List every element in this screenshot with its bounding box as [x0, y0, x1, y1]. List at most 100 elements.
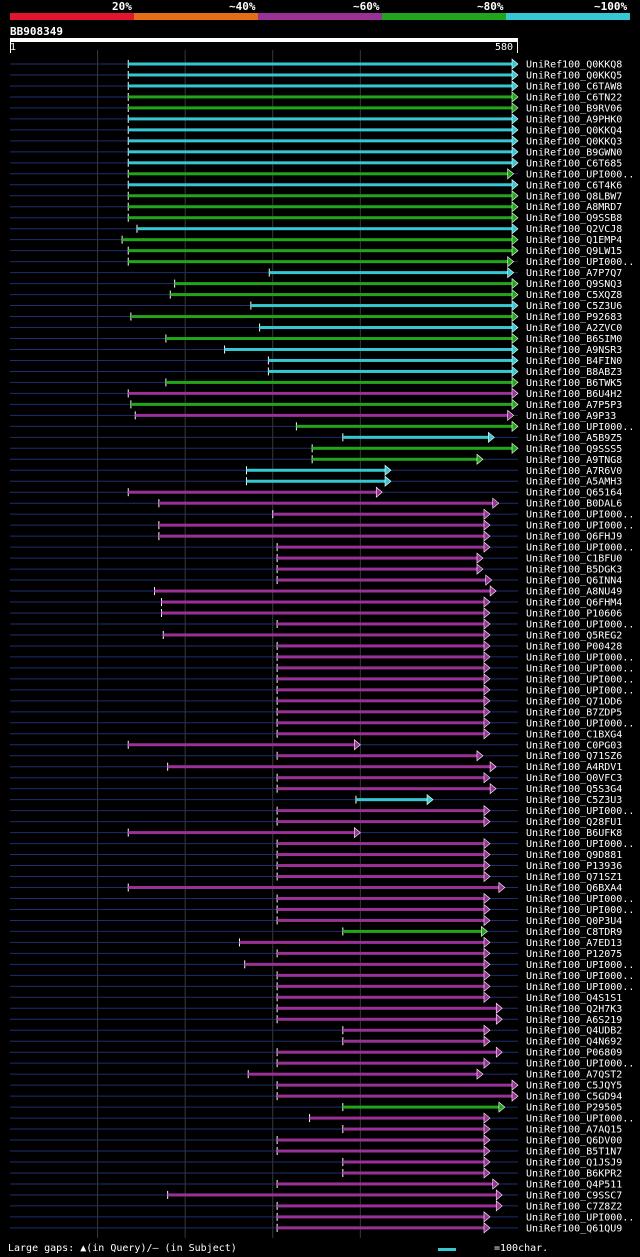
hit-bar[interactable] [342, 1028, 485, 1032]
hit-row[interactable]: UniRef100_Q4N692 [10, 1035, 622, 1048]
hit-label[interactable]: UniRef100_UPI000.. [526, 521, 634, 532]
hit-row[interactable]: UniRef100_C8TDR9 [10, 925, 622, 938]
hit-label[interactable]: UniRef100_Q6DV00 [526, 1136, 622, 1147]
hit-row[interactable]: UniRef100_B6KPR2 [10, 1167, 622, 1180]
hit-row[interactable]: UniRef100_Q2H7K3 [10, 1002, 622, 1015]
hit-row[interactable]: UniRef100_C5GD94 [10, 1090, 622, 1103]
hit-label[interactable]: UniRef100_UPI000.. [526, 718, 634, 729]
hit-row[interactable]: UniRef100_Q9SNQ3 [10, 277, 622, 291]
hit-bar[interactable] [128, 161, 513, 165]
hit-label[interactable]: UniRef100_Q1EMP4 [526, 235, 622, 246]
hit-row[interactable]: UniRef100_UPI000.. [10, 673, 634, 686]
hit-label[interactable]: UniRef100_A7QST2 [526, 1070, 622, 1081]
hit-row[interactable]: UniRef100_A8MRD7 [10, 201, 622, 214]
hit-row[interactable]: UniRef100_Q0KKQ5 [10, 69, 622, 82]
hit-row[interactable]: UniRef100_UPI000.. [10, 662, 634, 675]
hit-label[interactable]: UniRef100_Q4S1S1 [526, 993, 622, 1004]
hit-bar[interactable] [277, 721, 485, 725]
hit-row[interactable]: UniRef100_C9SSC7 [10, 1189, 622, 1202]
hit-label[interactable]: UniRef100_C8TDR9 [526, 927, 622, 938]
hit-label[interactable]: UniRef100_Q0KKQ3 [526, 136, 622, 147]
hit-label[interactable]: UniRef100_Q0VFC3 [526, 773, 622, 784]
hit-bar[interactable] [128, 95, 513, 99]
hit-bar[interactable] [165, 337, 513, 340]
hit-label[interactable]: UniRef100_Q9D881 [526, 850, 622, 861]
hit-bar[interactable] [277, 578, 487, 582]
hit-row[interactable]: UniRef100_C6T4K6 [10, 179, 622, 192]
hit-bar[interactable] [128, 886, 500, 889]
hit-label[interactable]: UniRef100_C6TAW8 [526, 81, 622, 92]
hit-label[interactable]: UniRef100_UPI000.. [526, 982, 634, 993]
hit-label[interactable]: UniRef100_A7AQ15 [526, 1125, 622, 1136]
hit-bar[interactable] [128, 128, 513, 132]
hit-label[interactable]: UniRef100_UPI000.. [526, 806, 634, 817]
hit-row[interactable]: UniRef100_Q8LBW7 [10, 190, 622, 203]
hit-bar[interactable] [277, 842, 485, 846]
hit-row[interactable]: UniRef100_A8NU49 [10, 585, 622, 598]
hit-label[interactable]: UniRef100_A7R6V0 [526, 466, 622, 477]
hit-row[interactable]: UniRef100_P10606 [10, 607, 622, 620]
hit-bar[interactable] [277, 567, 478, 571]
hit-bar[interactable] [277, 1204, 498, 1208]
hit-label[interactable]: UniRef100_B0DAL6 [526, 499, 622, 510]
hit-label[interactable]: UniRef100_C6TN22 [526, 92, 622, 103]
hit-label[interactable]: UniRef100_P92683 [526, 312, 622, 323]
hit-bar[interactable] [163, 633, 485, 637]
hit-row[interactable]: UniRef100_A7R6V0 [10, 464, 622, 477]
hit-label[interactable]: UniRef100_C7Z8Z2 [526, 1201, 622, 1212]
hit-bar[interactable] [309, 1116, 485, 1120]
hit-bar[interactable] [130, 402, 514, 406]
hit-bar[interactable] [174, 282, 514, 286]
hit-bar[interactable] [224, 347, 513, 351]
hit-bar[interactable] [312, 457, 478, 461]
hit-row[interactable]: UniRef100_Q71SZ6 [10, 750, 622, 763]
hit-bar[interactable] [248, 1072, 478, 1076]
hit-row[interactable]: UniRef100_P06809 [10, 1046, 622, 1059]
hit-row[interactable]: UniRef100_Q5S3G4 [10, 783, 622, 796]
hit-label[interactable]: UniRef100_UPI000.. [526, 905, 634, 916]
hit-label[interactable]: UniRef100_Q2VCJ8 [526, 224, 622, 235]
hit-label[interactable]: UniRef100_P10606 [526, 609, 622, 620]
hit-row[interactable]: UniRef100_Q4S1S1 [10, 991, 622, 1004]
hit-label[interactable]: UniRef100_UPI000.. [526, 971, 634, 982]
hit-bar[interactable] [296, 424, 513, 428]
hit-bar[interactable] [277, 896, 485, 900]
hit-label[interactable]: UniRef100_UPI000.. [526, 510, 634, 521]
hit-bar[interactable] [342, 1160, 485, 1164]
hit-bar[interactable] [161, 611, 485, 615]
hit-row[interactable]: UniRef100_Q0KKQ8 [10, 58, 622, 71]
hit-row[interactable]: UniRef100_C1BXG4 [10, 728, 622, 741]
hit-label[interactable]: UniRef100_Q0KKQ5 [526, 70, 622, 81]
hit-row[interactable]: UniRef100_Q1EMP4 [10, 234, 622, 247]
hit-row[interactable]: UniRef100_B6SIM0 [10, 332, 622, 346]
hit-row[interactable]: UniRef100_UPI000.. [10, 255, 634, 269]
hit-row[interactable]: UniRef100_C6TAW8 [10, 80, 622, 93]
hit-row[interactable]: UniRef100_Q0VFC3 [10, 772, 622, 785]
hit-label[interactable]: UniRef100_B4FIN0 [526, 356, 622, 367]
hit-bar[interactable] [277, 655, 485, 659]
hit-label[interactable]: UniRef100_A8NU49 [526, 587, 622, 598]
hit-bar[interactable] [277, 1050, 498, 1054]
hit-label[interactable]: UniRef100_A8MRD7 [526, 202, 622, 213]
hit-row[interactable]: UniRef100_A5AMH3 [10, 475, 622, 488]
hit-label[interactable]: UniRef100_Q5REG2 [526, 630, 622, 641]
hit-label[interactable]: UniRef100_Q4N692 [526, 1037, 622, 1048]
hit-bar[interactable] [128, 183, 513, 187]
hit-row[interactable]: UniRef100_A6S219 [10, 1013, 622, 1026]
hit-bar[interactable] [128, 260, 509, 264]
hit-bar[interactable] [128, 150, 513, 154]
hit-label[interactable]: UniRef100_C5XQZ8 [526, 290, 622, 301]
hit-row[interactable]: UniRef100_P29505 [10, 1101, 622, 1114]
hit-bar[interactable] [277, 984, 485, 988]
hit-row[interactable]: UniRef100_Q9SSB8 [10, 212, 622, 225]
hit-row[interactable]: UniRef100_UPI000.. [10, 1112, 634, 1125]
hit-label[interactable]: UniRef100_UPI000.. [526, 652, 634, 663]
hit-row[interactable]: UniRef100_UPI000.. [10, 519, 634, 532]
hit-row[interactable]: UniRef100_C0PG03 [10, 739, 622, 752]
hit-bar[interactable] [128, 831, 356, 835]
hit-label[interactable]: UniRef100_C6T685 [526, 158, 622, 169]
hit-bar[interactable] [128, 139, 513, 143]
hit-label[interactable]: UniRef100_UPI000.. [526, 1114, 634, 1125]
hit-bar[interactable] [277, 1138, 485, 1142]
hit-label[interactable]: UniRef100_Q8LBW7 [526, 191, 622, 202]
